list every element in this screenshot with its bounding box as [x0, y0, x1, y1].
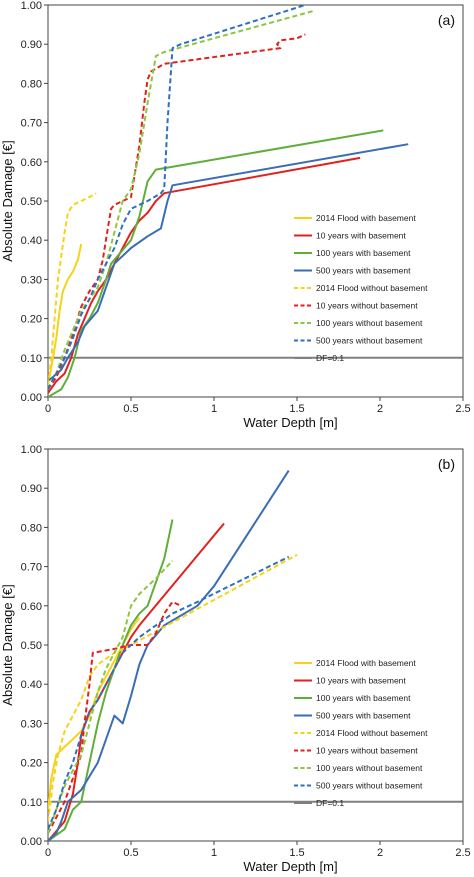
x-tick-label: 1 — [211, 403, 217, 415]
y-tick-label: 0.40 — [21, 679, 42, 691]
y-tick-label: 0.00 — [21, 392, 42, 404]
x-tick-label: 0 — [45, 403, 51, 415]
y-tick-label: 0.50 — [21, 640, 42, 652]
panel-label: (b) — [438, 456, 455, 472]
y-tick-label: 0.80 — [21, 522, 42, 534]
y-tick-label: 0.20 — [21, 314, 42, 326]
legend-entry: 2014 Flood without basement — [316, 283, 428, 293]
chart-panel-1: 0.000.100.200.300.400.500.600.700.800.90… — [0, 444, 471, 874]
y-tick-label: 0.20 — [21, 758, 42, 770]
chart-panel-0: 0.000.100.200.300.400.500.600.700.800.90… — [0, 0, 471, 430]
legend-entry: 2014 Flood with basement — [316, 213, 416, 223]
legend-entry: 10 years with basement — [316, 231, 406, 241]
x-tick-label: 2.5 — [455, 847, 470, 859]
y-tick-label: 0.10 — [21, 797, 42, 809]
y-tick-label: 0.90 — [21, 483, 42, 495]
series-line-5 — [48, 33, 306, 390]
x-tick-label: 1.5 — [289, 403, 304, 415]
y-tick-label: 0.70 — [21, 118, 42, 130]
series-line-4 — [48, 192, 97, 386]
y-tick-label: 0.30 — [21, 718, 42, 730]
series-line-5 — [48, 600, 182, 834]
y-tick-label: 0.00 — [21, 836, 42, 848]
y-tick-label: 0.30 — [21, 274, 42, 286]
legend: 2014 Flood with basement 10 years with ba… — [294, 658, 428, 808]
series-line-7 — [48, 5, 306, 390]
legend-entry: 10 years without basement — [316, 746, 418, 756]
x-tick-label: 0 — [45, 847, 51, 859]
series-line-2 — [48, 519, 174, 841]
series-line-3 — [48, 143, 409, 383]
y-tick-label: 0.40 — [21, 235, 42, 247]
legend-entry: 500 years with basement — [316, 711, 411, 721]
legend-entry: 10 years with basement — [316, 676, 406, 686]
x-tick-label: 1 — [211, 847, 217, 859]
y-axis-label: Absolute Damage [€] — [0, 140, 15, 261]
legend-entry: DF=0.1 — [316, 798, 344, 808]
x-tick-label: 0.5 — [123, 403, 138, 415]
x-tick-label: 0.5 — [123, 847, 138, 859]
legend-entry: 500 years without basement — [316, 336, 423, 346]
y-tick-label: 0.90 — [21, 39, 42, 51]
y-axis-label: Absolute Damage [€] — [0, 584, 15, 705]
legend-entry: 2014 Flood without basement — [316, 728, 428, 738]
legend-entry: 500 years without basement — [316, 781, 423, 791]
legend-entry: DF=0.1 — [316, 353, 344, 363]
legend-entry: 100 years with basement — [316, 693, 411, 703]
x-tick-label: 2 — [377, 847, 383, 859]
legend-entry: 100 years without basement — [316, 763, 423, 773]
y-tick-label: 0.50 — [21, 196, 42, 208]
series-line-4 — [48, 553, 298, 822]
series-line-6 — [48, 560, 174, 834]
series-line-0 — [48, 243, 83, 386]
legend-entry: 500 years with basement — [316, 266, 411, 276]
series-line-2 — [48, 129, 384, 397]
legend-entry: 10 years without basement — [316, 301, 418, 311]
y-tick-label: 1.00 — [21, 0, 42, 12]
x-axis-label: Water Depth [m] — [243, 859, 337, 874]
series-line-1 — [48, 522, 225, 841]
y-tick-label: 0.60 — [21, 157, 42, 169]
x-tick-label: 1.5 — [289, 847, 304, 859]
series-line-3 — [48, 470, 290, 841]
panel-label: (a) — [438, 12, 455, 28]
y-tick-label: 1.00 — [21, 444, 42, 456]
y-tick-label: 0.60 — [21, 601, 42, 613]
legend-entry: 100 years with basement — [316, 248, 411, 258]
y-tick-label: 0.10 — [21, 353, 42, 365]
x-tick-label: 2 — [377, 403, 383, 415]
legend-entry: 2014 Flood with basement — [316, 658, 416, 668]
y-tick-label: 0.80 — [21, 78, 42, 90]
legend: 2014 Flood with basement 10 years with ba… — [294, 213, 428, 363]
series-line-6 — [48, 9, 314, 390]
x-tick-label: 2.5 — [455, 403, 470, 415]
y-tick-label: 0.70 — [21, 562, 42, 574]
x-axis-label: Water Depth [m] — [243, 415, 337, 430]
series-line-7 — [48, 555, 290, 830]
legend-entry: 100 years without basement — [316, 318, 423, 328]
